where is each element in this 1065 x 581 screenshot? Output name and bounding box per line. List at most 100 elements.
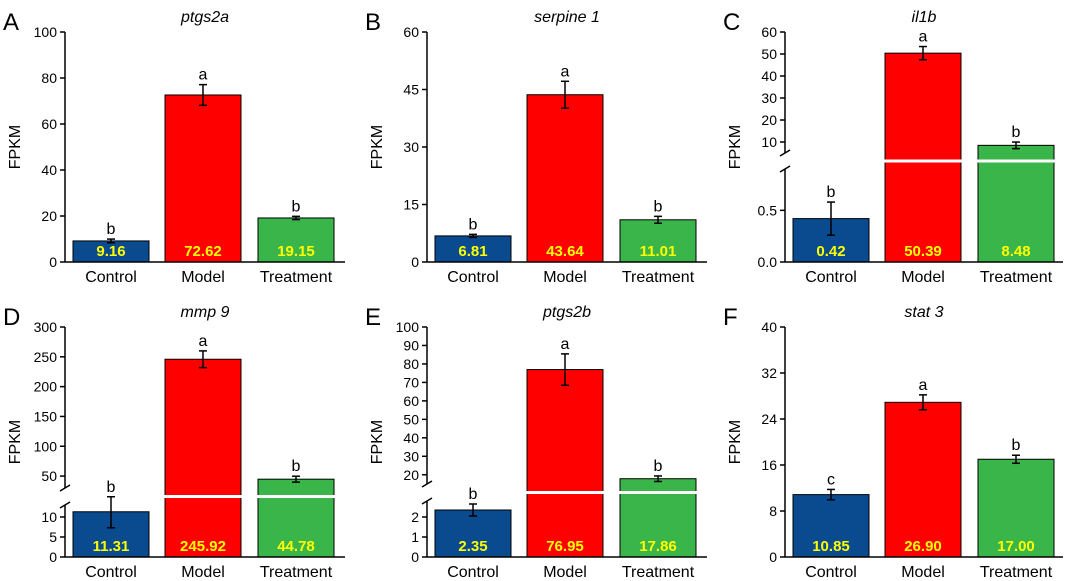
y-tick-label: 10 <box>761 134 777 150</box>
error-bar <box>561 80 569 109</box>
bar-value-label: 11.01 <box>640 243 677 260</box>
error-bar <box>292 475 300 483</box>
y-tick-label: 300 <box>34 319 58 335</box>
y-tick-label: 40 <box>761 68 777 84</box>
bar-model <box>884 52 962 263</box>
y-axis-label: FPKM <box>369 420 386 464</box>
bar-value-label: 19.15 <box>277 243 315 260</box>
panel-title: mmp 9 <box>181 304 230 321</box>
y-axis-label: FPKM <box>369 125 386 169</box>
panel-letter: B <box>365 9 381 36</box>
error-bar <box>827 201 835 236</box>
significance-letter: b <box>469 216 478 233</box>
y-tick-label: 80 <box>403 356 419 372</box>
x-category-label: Model <box>543 564 587 581</box>
panel-title: stat 3 <box>904 304 943 321</box>
axis-break-mark <box>779 165 791 173</box>
y-tick-label: 32 <box>761 365 777 381</box>
significance-letter: c <box>827 471 835 488</box>
bar-value-label: 17.00 <box>997 538 1035 555</box>
axes <box>421 327 707 558</box>
significance-letter: b <box>1012 124 1021 141</box>
axis-break-mark <box>779 149 791 157</box>
y-tick-label: 90 <box>403 337 419 353</box>
bar-model <box>164 94 242 263</box>
error-bar <box>1012 141 1020 150</box>
y-tick-label: 20 <box>761 112 777 128</box>
bar-treatment <box>977 144 1055 263</box>
significance-letter: b <box>654 458 663 475</box>
y-tick-label: 15 <box>403 197 419 213</box>
bar-control <box>434 509 512 558</box>
y-tick-label: 100 <box>34 438 58 454</box>
x-category-label: Control <box>805 564 857 581</box>
y-tick-label: 30 <box>403 139 419 155</box>
x-category-label: Control <box>447 564 499 581</box>
x-category-label: Treatment <box>260 269 333 286</box>
significance-letter: a <box>919 29 928 46</box>
bar-value-label: 11.31 <box>93 538 130 555</box>
x-category-label: Model <box>901 564 945 581</box>
y-tick-label: 60 <box>403 393 419 409</box>
bar-treatment <box>257 478 335 558</box>
x-category-label: Control <box>447 269 499 286</box>
error-bar <box>1012 454 1020 465</box>
y-tick-label: 200 <box>34 379 58 395</box>
axis-break-band <box>884 159 962 163</box>
y-tick-label: 40 <box>761 319 777 335</box>
significance-letter: b <box>107 479 116 496</box>
panel-letter: A <box>3 9 19 36</box>
y-tick-label: 5 <box>49 529 57 545</box>
bar-value-label: 6.81 <box>458 243 487 260</box>
panel-letter: E <box>365 304 381 331</box>
x-category-label: Model <box>901 269 945 286</box>
panel-title: serpine 1 <box>534 9 600 26</box>
bar-value-label: 50.39 <box>904 243 942 260</box>
significance-letter: a <box>199 67 208 84</box>
y-tick-label: 2 <box>411 509 419 525</box>
y-tick-label: 50 <box>403 411 419 427</box>
x-category-label: Treatment <box>980 564 1053 581</box>
y-tick-label: 50 <box>761 46 777 62</box>
error-bar <box>469 233 477 239</box>
bar-value-label: 10.85 <box>812 538 850 555</box>
significance-letter: b <box>827 184 836 201</box>
panel-letter: C <box>723 9 740 36</box>
x-category-label: Treatment <box>260 564 333 581</box>
axes <box>64 32 345 263</box>
bar-value-label: 245.92 <box>180 538 226 555</box>
significance-letter: b <box>107 221 116 238</box>
y-tick-label: 24 <box>761 411 777 427</box>
bar-value-label: 9.16 <box>96 243 125 260</box>
y-tick-label: 70 <box>403 374 419 390</box>
error-bar <box>827 488 835 501</box>
y-tick-label: 60 <box>761 24 777 40</box>
significance-letter: b <box>654 198 663 215</box>
y-tick-label: 20 <box>41 208 57 224</box>
axis-break-mark <box>59 484 71 492</box>
x-category-label: Control <box>85 269 137 286</box>
bar-value-label: 43.64 <box>546 243 584 260</box>
axis-break-band <box>526 491 604 494</box>
significance-letter: b <box>1012 437 1021 454</box>
y-tick-label: 0 <box>769 549 777 565</box>
y-tick-label: 45 <box>403 82 419 98</box>
y-tick-label: 250 <box>34 349 58 365</box>
y-tick-label: 60 <box>41 116 57 132</box>
error-bar <box>292 215 300 221</box>
y-axis-label: FPKM <box>7 125 24 169</box>
y-tick-label: 0 <box>49 254 57 270</box>
bar-treatment <box>257 217 335 263</box>
bar-value-label: 72.62 <box>184 243 222 260</box>
axis-break-mark <box>421 497 433 505</box>
bar-value-label: 76.95 <box>546 538 584 555</box>
error-bar <box>107 238 115 244</box>
y-tick-label: 0.5 <box>758 202 778 218</box>
bar-value-label: 44.78 <box>277 538 315 555</box>
panel-letter: D <box>3 304 20 331</box>
y-axis-label: FPKM <box>7 420 24 464</box>
